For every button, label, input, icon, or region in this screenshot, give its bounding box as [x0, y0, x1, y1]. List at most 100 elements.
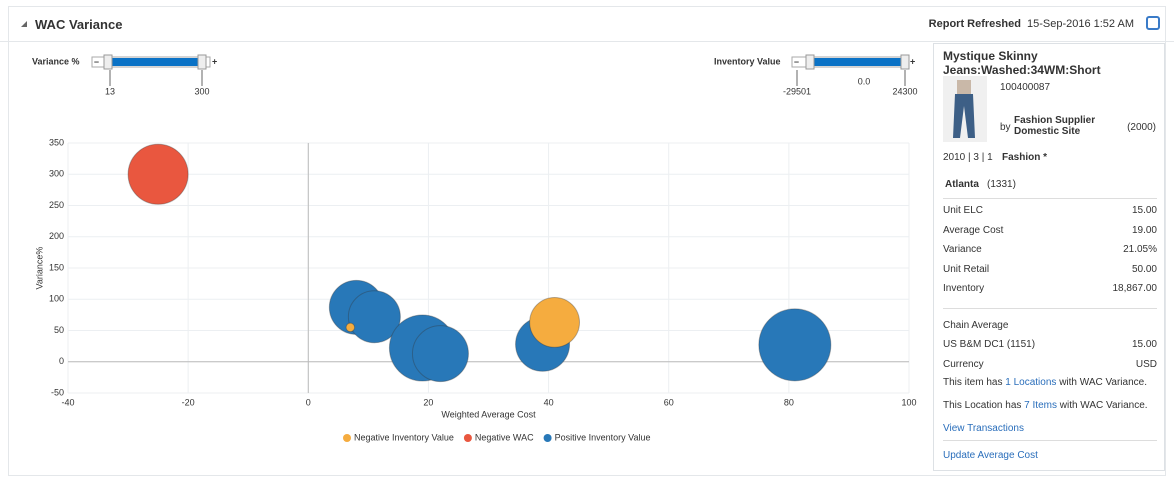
- row-value: 18,867.00: [1112, 283, 1158, 294]
- row-value: 50.00: [1131, 263, 1157, 275]
- detail-row: Unit Retail 50.00: [943, 264, 1157, 278]
- refresh-label: Report Refreshed: [928, 18, 1021, 30]
- separator: [943, 440, 1157, 441]
- x-tick-label: 0: [306, 397, 311, 407]
- separator: [943, 308, 1157, 309]
- chart: Variance % – +13 300 Inventory Value – + -29501…: [32, 54, 918, 442]
- by: by: [1000, 122, 1011, 133]
- detail-row: Variance 21.05%: [943, 244, 1157, 258]
- bubble[interactable]: [529, 296, 580, 348]
- row-label: US B&M DC1 (1151): [943, 339, 1036, 350]
- slider-minus: –: [94, 56, 99, 66]
- bubble[interactable]: [758, 308, 832, 382]
- legend-label: Negative Inventory Value: [354, 432, 454, 442]
- slider-handle[interactable]: [805, 54, 815, 70]
- y-tick-label: 350: [49, 137, 64, 147]
- slider-plus: +: [910, 56, 915, 66]
- header: WAC Variance Report Refreshed 15-Sep-2016…: [0, 0, 1174, 42]
- slider-handle[interactable]: [900, 54, 910, 70]
- items-link[interactable]: 7 Items: [1024, 400, 1057, 411]
- frame: [8, 6, 1166, 476]
- location-id: (1331): [987, 179, 1016, 190]
- msg-text: This item has: [943, 377, 1003, 388]
- item-id: 100400087: [1000, 82, 1051, 93]
- y-tick-label: 50: [54, 325, 64, 335]
- y-tick-label: 100: [49, 294, 64, 304]
- chain-label: Chain Average: [943, 320, 1009, 331]
- y-tick-label: 200: [49, 231, 64, 241]
- legend-label: Positive Inventory Value: [555, 432, 651, 442]
- row-label: Inventory: [943, 283, 985, 294]
- jeans-icon: [953, 80, 975, 138]
- slider-value: -29501: [783, 86, 811, 96]
- x-tick-label: 80: [784, 397, 794, 407]
- x-tick-label: -20: [182, 397, 195, 407]
- division: Fashion *: [1002, 152, 1048, 163]
- slider-range: [810, 58, 905, 66]
- y-tick-label: 0: [59, 356, 64, 366]
- row-value: 21.05%: [1123, 244, 1157, 255]
- legend-marker: [343, 434, 351, 442]
- legend-marker: [463, 434, 472, 442]
- location: Atlanta: [945, 179, 979, 190]
- slider-value: 0.0: [858, 76, 871, 86]
- separator: [943, 198, 1157, 199]
- refresh-icon[interactable]: [1146, 16, 1160, 30]
- y-tick-label: -50: [51, 387, 64, 397]
- collapse-icon[interactable]: [21, 21, 27, 27]
- row-label: Currency: [943, 358, 984, 370]
- bubble[interactable]: [345, 322, 356, 333]
- x-axis-label: Weighted Average Cost: [441, 409, 536, 419]
- legend-marker: [543, 434, 552, 442]
- supplier-id: (2000): [1127, 122, 1156, 133]
- slider-handle[interactable]: [103, 54, 113, 70]
- row-value: 15.00: [1131, 339, 1157, 350]
- row-value: USD: [1135, 358, 1157, 370]
- legend-label: Negative WAC: [475, 432, 534, 442]
- msg-1: This item has 1 Locations with WAC Varia…: [943, 377, 1147, 388]
- x-tick-label: 20: [423, 397, 433, 407]
- bubble[interactable]: [411, 325, 469, 383]
- slider-label: Inventory Value: [714, 56, 781, 66]
- row-value: 19.00: [1131, 224, 1157, 236]
- y-tick-label: 250: [49, 200, 64, 210]
- row-label: Unit Retail: [943, 263, 990, 275]
- msg-2: This Location has 7 Items with WAC Varia…: [943, 400, 1148, 411]
- x-tick-label: 60: [664, 397, 674, 407]
- row-label: Average Cost: [943, 224, 1004, 236]
- refresh-info: Report Refreshed 15-Sep-2016 1:52 AM: [929, 18, 1134, 30]
- slider-value: 24300: [892, 86, 917, 96]
- row-label: Variance: [943, 244, 982, 255]
- hierarchy: 2010 | 3 | 1: [943, 152, 993, 163]
- item-title: Mystique Skinny Jeans:Washed:34WM:Short: [943, 49, 1101, 77]
- x-tick-label: 40: [544, 397, 554, 407]
- slider-minus: –: [794, 56, 799, 66]
- detail-row: Inventory 18,867.00: [943, 283, 1157, 297]
- msg-text: with WAC Variance.: [1059, 400, 1148, 411]
- slider-value: 13: [105, 86, 115, 96]
- refresh-time: 15-Sep-2016 1:52 AM: [1026, 18, 1134, 30]
- detail-row: Unit ELC 15.00: [943, 205, 1157, 219]
- detail-panel: Mystique Skinny Jeans:Washed:34WM:Short …: [933, 43, 1165, 471]
- header-title: WAC Variance: [35, 17, 123, 32]
- slider-label: Variance %: [32, 56, 80, 66]
- detail-row: Average Cost 19.00: [943, 225, 1157, 239]
- msg-text: This Location has: [943, 400, 1022, 411]
- x-tick-label: -40: [61, 397, 74, 407]
- slider-value: 300: [194, 86, 209, 96]
- locations-link[interactable]: 1 Locations: [1005, 377, 1057, 388]
- supplier: Fashion Supplier Domestic Site: [1014, 115, 1096, 137]
- bubble[interactable]: [127, 143, 189, 205]
- y-axis-label: Variance%: [34, 247, 44, 290]
- view-transactions[interactable]: View Transactions: [943, 423, 1024, 434]
- slider-range: [108, 58, 202, 66]
- detail-row: Currency USD: [943, 359, 1157, 373]
- bubble[interactable]: [347, 290, 401, 344]
- row-value: 15.00: [1131, 205, 1157, 216]
- slider-plus: +: [212, 56, 217, 66]
- y-tick-label: 150: [49, 262, 64, 272]
- y-tick-label: 300: [49, 169, 64, 179]
- slider-handle[interactable]: [197, 54, 207, 70]
- update-average-cost[interactable]: Update Average Cost: [943, 450, 1038, 461]
